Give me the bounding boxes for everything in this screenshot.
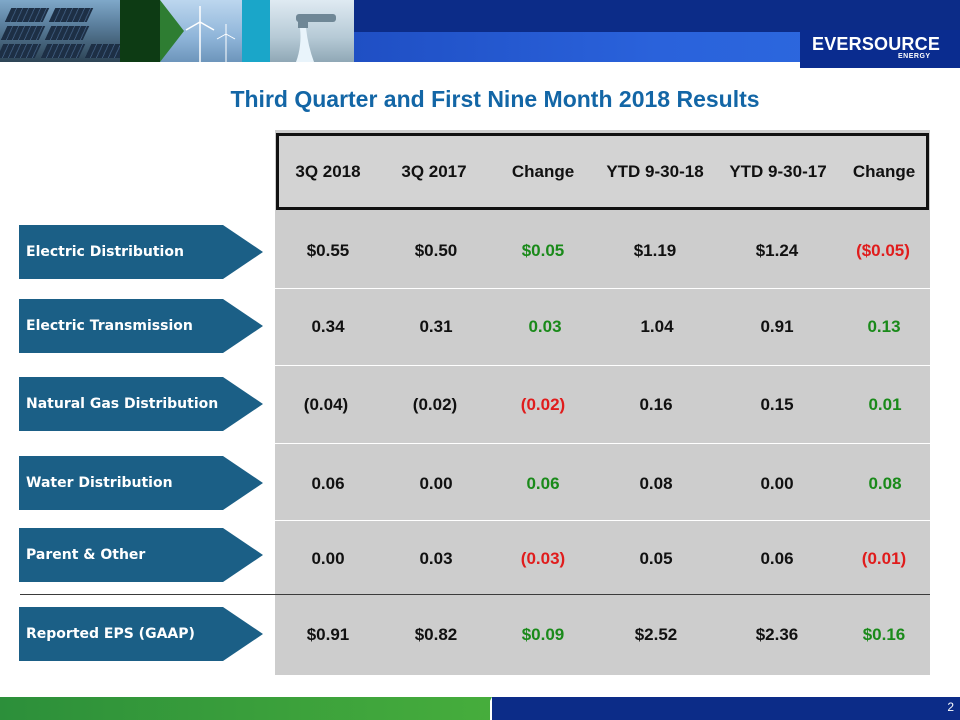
table-cell: (0.01) — [861, 549, 907, 568]
header-change-ytd: Change — [852, 162, 916, 181]
table-cell: 0.13 — [867, 317, 901, 336]
table-cell: 0.03 — [528, 317, 562, 336]
teal-chevron — [242, 0, 270, 62]
header-ytd-2017: YTD 9-30-17 — [729, 162, 827, 181]
table-cell: (0.03) — [520, 549, 566, 568]
page-number: 2 — [947, 700, 954, 714]
table-cell: 1.04 — [640, 317, 674, 336]
table-cell: 0.31 — [419, 317, 453, 336]
row-divider — [275, 288, 930, 289]
solar-panels-image — [0, 0, 120, 62]
table-cell: 0.05 — [639, 549, 673, 568]
table-cell: 0.16 — [639, 395, 673, 414]
table-cell: 0.06 — [760, 549, 794, 568]
table-cell: $2.52 — [634, 625, 678, 644]
row-divider — [275, 443, 930, 444]
row-label-reported-eps: Reported EPS (GAAP) — [19, 607, 263, 661]
table-cell: 0.91 — [760, 317, 794, 336]
table-cell: 0.00 — [419, 474, 453, 493]
table-cell: 0.00 — [760, 474, 794, 493]
table-cell: $0.55 — [306, 241, 350, 260]
table-cell: 0.00 — [311, 549, 345, 568]
header-banner: EVERSOURCE ENERGY — [0, 0, 960, 68]
table-cell: $2.36 — [755, 625, 799, 644]
top-ribbon — [354, 0, 960, 32]
table-cell: $0.09 — [521, 625, 565, 644]
table-cell: 0.08 — [868, 474, 902, 493]
row-label-natural-gas-distribution: Natural Gas Distribution — [19, 377, 263, 431]
row-divider — [275, 365, 930, 366]
table-cell: 0.08 — [639, 474, 673, 493]
logo-subtitle: ENERGY — [898, 53, 931, 60]
row-label-text: Electric Transmission — [26, 318, 193, 334]
table-cell: 0.34 — [311, 317, 345, 336]
table-cell: ($0.05) — [856, 241, 910, 260]
green-chevron — [120, 0, 160, 62]
row-label-electric-distribution: Electric Distribution — [19, 225, 263, 279]
table-cell: $1.24 — [755, 241, 799, 260]
water-faucet-image — [270, 0, 358, 62]
header-change-quarter: Change — [511, 162, 575, 181]
page-title: Third Quarter and First Nine Month 2018 … — [230, 86, 760, 112]
row-label-text: Parent & Other — [26, 547, 146, 563]
table-cell: (0.02) — [412, 395, 458, 414]
eversource-logo: EVERSOURCE — [812, 34, 941, 54]
header-3q-2018: 3Q 2018 — [295, 162, 361, 181]
table-cell: $0.91 — [306, 625, 350, 644]
logo-box — [800, 30, 960, 68]
results-table — [275, 130, 930, 675]
footer-bar — [0, 697, 960, 720]
row-divider — [275, 520, 930, 521]
table-cell: $0.05 — [521, 241, 565, 260]
row-label-electric-transmission: Electric Transmission — [19, 299, 263, 353]
row-label-parent-other: Parent & Other — [19, 528, 263, 582]
table-cell: (0.04) — [303, 395, 349, 414]
table-cell: 0.01 — [868, 395, 902, 414]
table-cell: (0.02) — [520, 395, 566, 414]
table-cell: $1.19 — [633, 241, 677, 260]
header-3q-2017: 3Q 2017 — [401, 162, 467, 181]
header-ytd-2018: YTD 9-30-18 — [606, 162, 704, 181]
row-label-text: Water Distribution — [26, 475, 173, 491]
row-label-water-distribution: Water Distribution — [19, 456, 263, 510]
row-label-text: Natural Gas Distribution — [26, 396, 219, 412]
table-cell: 0.06 — [526, 474, 560, 493]
table-cell: $0.82 — [414, 625, 458, 644]
table-header-box — [276, 133, 929, 210]
row-label-text: Electric Distribution — [26, 244, 184, 260]
table-cell: 0.03 — [419, 549, 453, 568]
row-label-text: Reported EPS (GAAP) — [26, 626, 195, 642]
table-cell: $0.16 — [862, 625, 906, 644]
table-cell: 0.06 — [311, 474, 345, 493]
total-divider — [20, 594, 930, 595]
table-cell: $0.50 — [414, 241, 458, 260]
table-cell: 0.15 — [760, 395, 794, 414]
